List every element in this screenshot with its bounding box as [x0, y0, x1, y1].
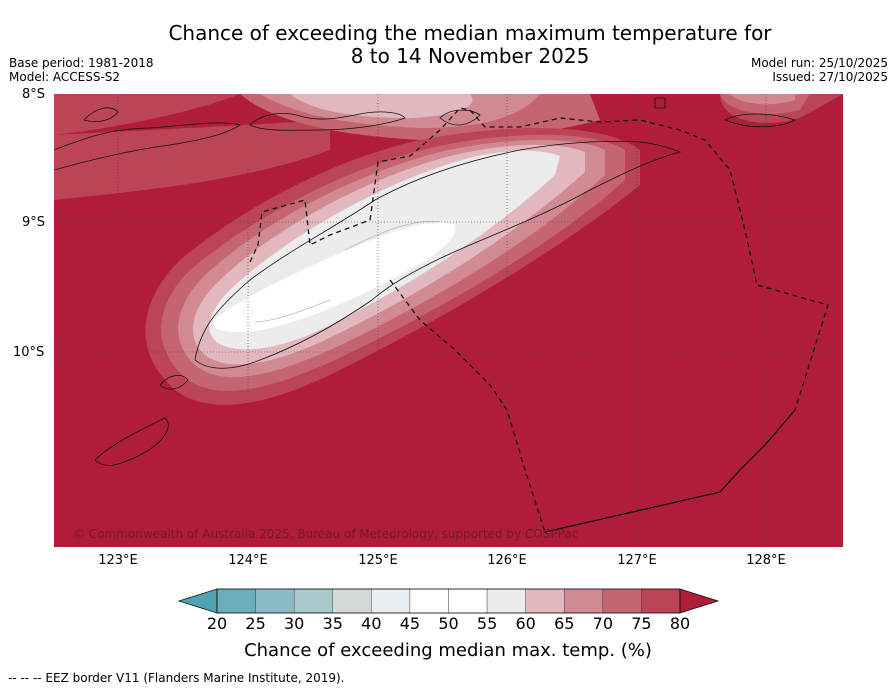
field-45-contour — [254, 220, 441, 323]
model-name: Model: ACCESS-S2 — [9, 70, 121, 84]
rote-coast — [159, 375, 189, 390]
coastlines — [54, 97, 797, 466]
colorbar-cells — [216, 588, 681, 614]
eez-border-solid — [544, 409, 796, 533]
lat-label-8s: 8°S — [22, 87, 46, 102]
lon-label-127e: 127°E — [617, 553, 657, 568]
colorbar-tick-60: 60 — [515, 614, 536, 633]
colorbar-low-arrow — [177, 588, 218, 614]
lon-label-128e: 128°E — [746, 553, 786, 568]
model-run: Model run: 25/10/2025 — [750, 56, 888, 70]
timor-coast — [194, 140, 682, 369]
colorbar-cell-20-25 — [216, 588, 256, 614]
field-55-ne — [730, 94, 795, 105]
chart-title-line1: Chance of exceeding the median maximum t… — [168, 21, 772, 45]
gridlines — [54, 94, 843, 547]
colorbar-tick-20: 20 — [206, 614, 228, 633]
colorbar-cell-70-75 — [602, 588, 642, 614]
wetar-coast — [439, 109, 481, 126]
colorbar — [177, 588, 720, 614]
colorbar-frame — [216, 588, 681, 614]
issued-date: Issued: 27/10/2025 — [772, 70, 888, 84]
colorbar-tick-25: 25 — [245, 614, 266, 633]
alor-coast — [249, 111, 406, 131]
colorbar-cell-35-40 — [332, 588, 372, 614]
colorbar-tick-40: 40 — [361, 614, 382, 633]
flores-coast — [54, 122, 241, 171]
colorbar-cell-60-65 — [525, 588, 565, 614]
lon-label-124e: 124°E — [228, 553, 268, 568]
copyright-notice: © Commonwealth of Australia 2025, Bureau… — [73, 527, 579, 541]
colorbar-label: Chance of exceeding median max. temp. (%… — [244, 640, 652, 661]
colorbar-cell-30-35 — [293, 588, 333, 614]
lon-label-125e: 125°E — [358, 553, 398, 568]
eez-border — [249, 107, 829, 533]
lon-label-123e: 123°E — [98, 553, 138, 568]
chart-title-line2: 8 to 14 November 2025 — [350, 44, 590, 68]
colorbar-tick-75: 75 — [631, 614, 652, 633]
field-60-top — [290, 94, 473, 118]
colorbar-cell-75-80 — [641, 588, 681, 614]
colorbar-tick-50: 50 — [438, 614, 459, 633]
colorbar-high-arrow — [679, 588, 720, 614]
lon-label-126e: 126°E — [487, 553, 527, 568]
colorbar-cell-65-70 — [564, 588, 604, 614]
colorbar-tick-70: 70 — [592, 614, 613, 633]
base-period: Base period: 1981-2018 — [9, 56, 154, 70]
probability-field — [54, 94, 843, 547]
ne-small-island — [654, 97, 666, 109]
nw-islands — [83, 107, 119, 122]
ne-islands — [724, 113, 797, 128]
colorbar-tick-45: 45 — [399, 614, 421, 633]
lat-label-10s: 10°S — [13, 345, 45, 360]
lat-label-9s: 9°S — [22, 215, 46, 230]
colorbar-tick-30: 30 — [283, 614, 305, 633]
sawu-coast — [94, 417, 169, 466]
colorbar-tick-80: 80 — [669, 614, 691, 633]
colorbar-cell-45-50 — [409, 588, 449, 614]
colorbar-tick-65: 65 — [554, 614, 575, 633]
colorbar-tick-55: 55 — [476, 614, 498, 633]
colorbar-cell-50-55 — [448, 588, 488, 614]
colorbar-cell-55-60 — [486, 588, 526, 614]
colorbar-cell-40-45 — [371, 588, 411, 614]
field-50-band — [211, 222, 456, 333]
eez-footnote: -- -- -- EEZ border V11 (Flanders Marine… — [8, 671, 345, 685]
colorbar-tick-35: 35 — [322, 614, 343, 633]
colorbar-cell-25-30 — [255, 588, 295, 614]
